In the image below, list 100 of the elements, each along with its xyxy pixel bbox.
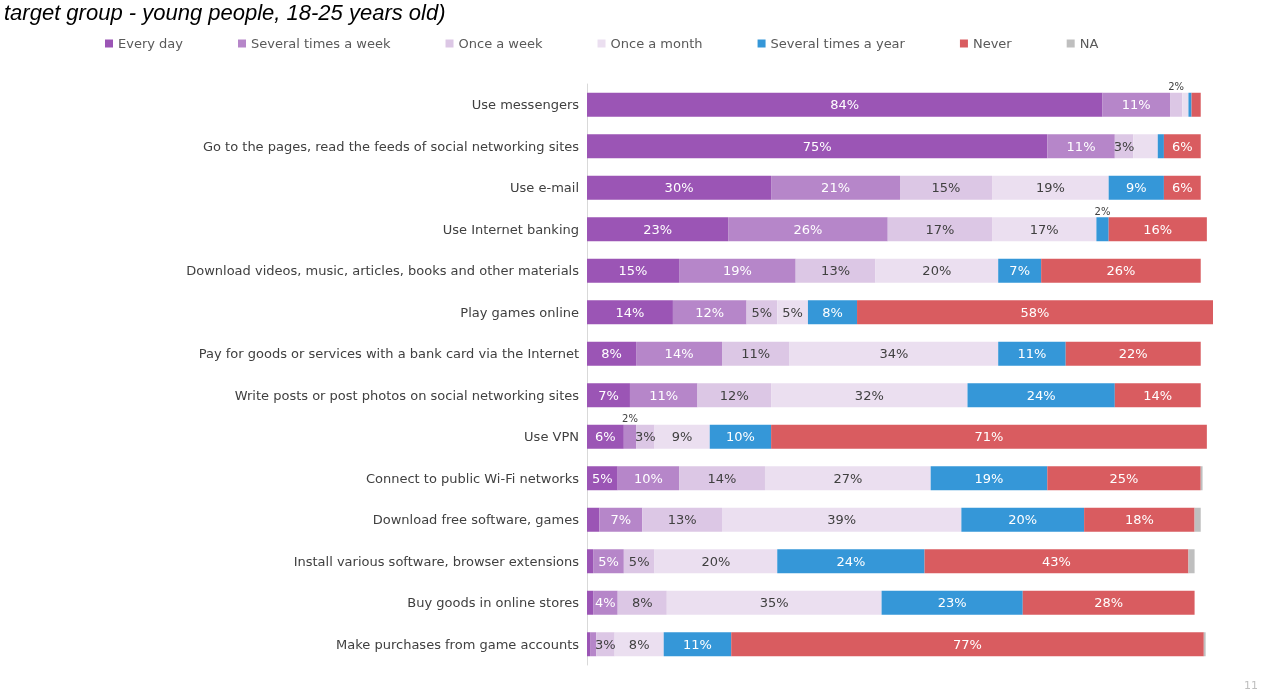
bar: [663, 632, 732, 657]
data-label: 14%: [1143, 387, 1173, 403]
data-label: 2%: [622, 413, 638, 425]
y-tick-label: Install various software, browser extensions: [293, 553, 580, 569]
bar: [887, 217, 993, 242]
legend-label: Every day: [118, 36, 184, 51]
bar: [587, 507, 600, 532]
bar: [587, 92, 1103, 117]
bar: [1047, 134, 1115, 159]
bar: [998, 258, 1042, 283]
bar: [679, 258, 796, 283]
data-label: 11%: [1066, 138, 1096, 154]
bar: [654, 549, 778, 574]
bar: [1108, 175, 1164, 200]
bar: [587, 383, 630, 408]
data-label: 11%: [683, 636, 712, 652]
data-label: 75%: [802, 138, 832, 154]
bar: [679, 466, 765, 491]
data-label: 2%: [1168, 81, 1185, 93]
data-label: 22%: [1118, 346, 1148, 362]
bar: [992, 217, 1097, 242]
bar: [924, 549, 1189, 574]
data-label: 3%: [634, 429, 656, 445]
bar: [587, 300, 673, 325]
data-label: 14%: [707, 470, 737, 486]
bar: [764, 466, 931, 491]
bar: [1133, 134, 1158, 159]
data-label: 11%: [649, 387, 679, 403]
bar: [666, 590, 882, 615]
text: 11: [1244, 679, 1258, 692]
y-tick-label: Play games online: [460, 304, 579, 320]
bar: [587, 217, 729, 242]
y-tick-label: Buy goods in online stores: [407, 595, 580, 611]
bar: [930, 466, 1048, 491]
data-label: 14%: [615, 304, 645, 320]
data-label: 28%: [1094, 595, 1124, 611]
data-label: 20%: [922, 263, 952, 279]
data-label: 77%: [953, 636, 982, 652]
bar: [998, 341, 1066, 366]
data-label: 30%: [664, 180, 694, 196]
data-label: 13%: [821, 263, 851, 279]
bar: [1188, 549, 1195, 574]
data-label: 71%: [974, 429, 1004, 445]
data-label: 15%: [931, 180, 961, 196]
y-tick-label: Pay for goods or services with a bank card via the Internet: [198, 346, 579, 362]
y-tick-label: Download videos, music, articles, books and other materials: [186, 263, 580, 279]
bar: [1102, 92, 1171, 117]
bar: [722, 507, 962, 532]
legend-label: Once a month: [610, 36, 703, 51]
data-label: 25%: [1109, 470, 1139, 486]
data-label: 12%: [695, 304, 725, 320]
legend-label: Several times a week: [250, 36, 391, 51]
data-label: 11%: [1121, 97, 1151, 113]
data-label: 84%: [830, 97, 860, 113]
data-label: 8%: [628, 636, 650, 652]
legend-label: NA: [1079, 36, 1099, 51]
legend-label: Several times a year: [770, 36, 906, 51]
bar: [881, 590, 1023, 615]
y-tick-label: Go to the pages, read the feeds of social networking sites: [202, 138, 580, 154]
data-label: 20%: [701, 553, 731, 569]
bar: [654, 424, 710, 449]
bar: [629, 383, 698, 408]
data-label: 6%: [595, 429, 616, 445]
bar: [728, 217, 888, 242]
data-label: 4%: [595, 595, 616, 611]
data-label: 6%: [1172, 180, 1193, 196]
data-label: 43%: [1042, 553, 1071, 569]
bar: [697, 383, 772, 408]
data-label: 10%: [633, 470, 663, 486]
data-label: 19%: [1035, 180, 1065, 196]
data-label: 18%: [1124, 512, 1154, 528]
bar: [771, 175, 900, 200]
bar: [961, 507, 1085, 532]
data-label: 7%: [610, 512, 632, 528]
data-label: 9%: [671, 429, 693, 445]
data-label: 34%: [879, 346, 909, 362]
bar: [1108, 217, 1207, 242]
data-label: 5%: [751, 304, 773, 320]
bar: [709, 424, 772, 449]
bar: [587, 590, 594, 615]
bar: [1191, 92, 1201, 117]
data-label: 26%: [1106, 263, 1136, 279]
data-label: 5%: [598, 553, 619, 569]
y-tick-label: Use e-mail: [510, 180, 579, 196]
bar: [617, 466, 680, 491]
bar: [1047, 466, 1201, 491]
data-label: 12%: [719, 387, 749, 403]
data-label: 7%: [1009, 263, 1030, 279]
bar: [587, 632, 591, 657]
bar: [587, 134, 1048, 159]
text: target group - young people, 18-25 years old): [4, 0, 446, 26]
bar: [857, 300, 1213, 325]
y-tick-label: Connect to public Wi-Fi networks: [365, 470, 580, 486]
data-label: 17%: [1029, 221, 1059, 237]
bar: [731, 632, 1204, 657]
bar: [636, 341, 723, 366]
bar: [722, 341, 790, 366]
bar: [599, 507, 643, 532]
data-label: 27%: [833, 470, 863, 486]
data-label: 9%: [1125, 180, 1147, 196]
